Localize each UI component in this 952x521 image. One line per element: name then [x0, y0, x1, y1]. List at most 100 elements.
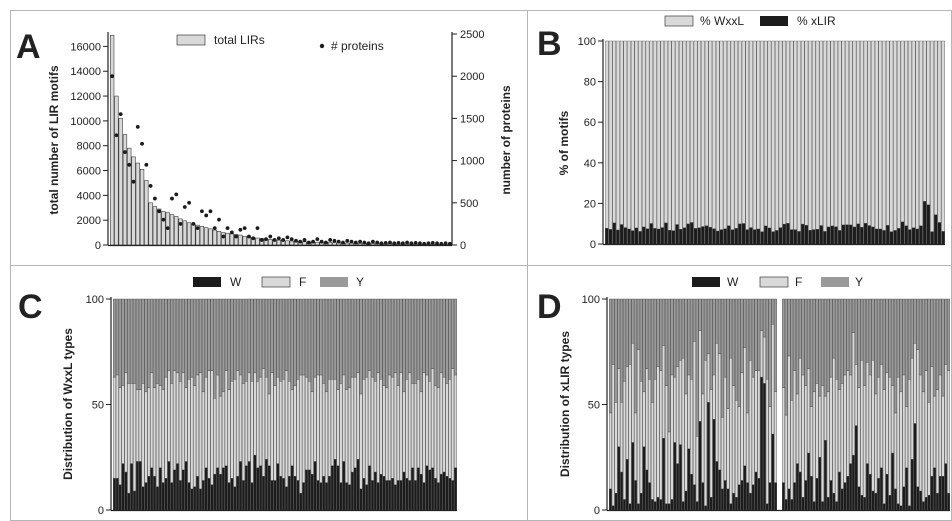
bar-segment-f [880, 364, 883, 468]
bar-segment-f [891, 385, 894, 454]
bar-segment-w [264, 459, 268, 511]
point-proteins [217, 217, 221, 222]
point-proteins [439, 241, 444, 246]
bar-segment-f [264, 376, 268, 460]
bar-segment-f [645, 368, 649, 471]
point-proteins [349, 239, 354, 244]
legend-swatch [176, 34, 206, 46]
bar-segment-xlir [653, 228, 657, 245]
bar-segment-wxxl [878, 40, 883, 230]
point-proteins [392, 241, 397, 246]
bar-segment-f [637, 349, 640, 504]
bar-segment-xlir [686, 223, 690, 245]
bar-segment-wxxl [619, 40, 624, 225]
bar-segment-w [667, 503, 671, 511]
point-proteins [345, 238, 350, 243]
bar-segment-f [936, 389, 939, 494]
bar-segment-f [181, 372, 185, 471]
bar-segment-f [290, 389, 294, 466]
bar-segment-wxxl [771, 40, 775, 232]
bar-segment-y [411, 298, 414, 384]
bar-segment-wxxl [930, 40, 934, 232]
bar-segment-w [885, 473, 889, 511]
bar-segment-y [854, 298, 858, 365]
bar-segment-wxxl [786, 40, 790, 224]
bar-segment-xlir [627, 228, 631, 245]
bar-segment-y [379, 298, 383, 380]
bar-segment-f [614, 402, 618, 494]
bar-segment-f [924, 370, 928, 498]
bar-segment-f [178, 381, 182, 481]
bar-segment-wxxl [686, 40, 690, 225]
bar-segment-wxxl [693, 40, 698, 229]
bar-segment-y [947, 298, 950, 371]
bar-total-lirs [152, 206, 158, 246]
bar-segment-wxxl [834, 40, 838, 227]
bar-segment-y [891, 298, 894, 386]
bar-segment-w [743, 465, 747, 511]
bar-segment-xlir [782, 223, 787, 245]
bar-segment-f [336, 389, 340, 466]
bar-segment-f [328, 379, 331, 477]
bar-segment-y [765, 298, 769, 380]
bar-segment-f [247, 372, 251, 462]
bar-segment-w [259, 465, 263, 511]
bar-segment-f [167, 370, 171, 462]
bar-segment-xlir [908, 229, 912, 245]
bar-segment-y [718, 298, 721, 355]
point-proteins [447, 241, 452, 246]
bar-total-lirs [229, 233, 234, 246]
bar-segment-y [227, 298, 231, 390]
point-proteins [140, 141, 144, 146]
bar-segment-w [396, 480, 400, 511]
bar-segment-y [832, 298, 836, 359]
point-proteins [371, 239, 375, 244]
bar-segment-f [144, 391, 148, 483]
bar-segment-y [763, 298, 766, 338]
bar-segment-f [882, 389, 886, 504]
bar-segment-w [239, 461, 242, 511]
bar-segment-y [178, 298, 182, 382]
point-proteins [234, 234, 239, 239]
bar-segment-y [857, 298, 861, 388]
bar-segment-y [244, 298, 248, 382]
bar-segment-f [399, 372, 403, 481]
bar-segment-y [273, 298, 277, 386]
bar-segment-w [782, 482, 785, 511]
bar-segment-f [866, 362, 869, 464]
bar-segment-wxxl [730, 40, 735, 230]
bar-total-lirs [139, 168, 145, 246]
bar-segment-f [213, 397, 217, 475]
bar-segment-w [625, 459, 629, 511]
bar-segment-xlir [878, 228, 883, 245]
bar-segment-y [310, 298, 314, 393]
bar-segment-w [771, 433, 775, 511]
bar-segment-w [679, 444, 682, 511]
legend-label: F [299, 275, 306, 289]
bar-segment-wxxl [623, 40, 628, 228]
bar-segment-wxxl [808, 40, 812, 231]
y-tick-label: 80 [584, 77, 596, 89]
bar-segment-xlir [867, 225, 872, 245]
y-tick-label: 6000 [77, 166, 101, 178]
bar-segment-y [704, 298, 707, 361]
point-proteins [294, 238, 298, 243]
bar-segment-y [135, 298, 139, 390]
bar-segment-f [760, 330, 763, 378]
bar-segment-f [919, 374, 922, 492]
bar-segment-f [838, 389, 841, 473]
bar-segment-xlir [834, 226, 838, 245]
bar-segment-y [224, 298, 228, 371]
y-tick-label: 100 [582, 294, 600, 306]
bar-segment-xlir [885, 225, 890, 245]
bar-segment-y [916, 298, 920, 350]
bar-segment-f [227, 389, 231, 483]
bar-segment-w [176, 463, 179, 511]
point-proteins [289, 237, 294, 241]
bar-segment-w [924, 497, 928, 511]
bar-segment-y [790, 298, 794, 401]
bar-segment-f [868, 374, 872, 475]
bar-segment-wxxl [612, 40, 617, 224]
bar-segment-y [933, 298, 936, 397]
bar-segment-f [927, 402, 931, 496]
